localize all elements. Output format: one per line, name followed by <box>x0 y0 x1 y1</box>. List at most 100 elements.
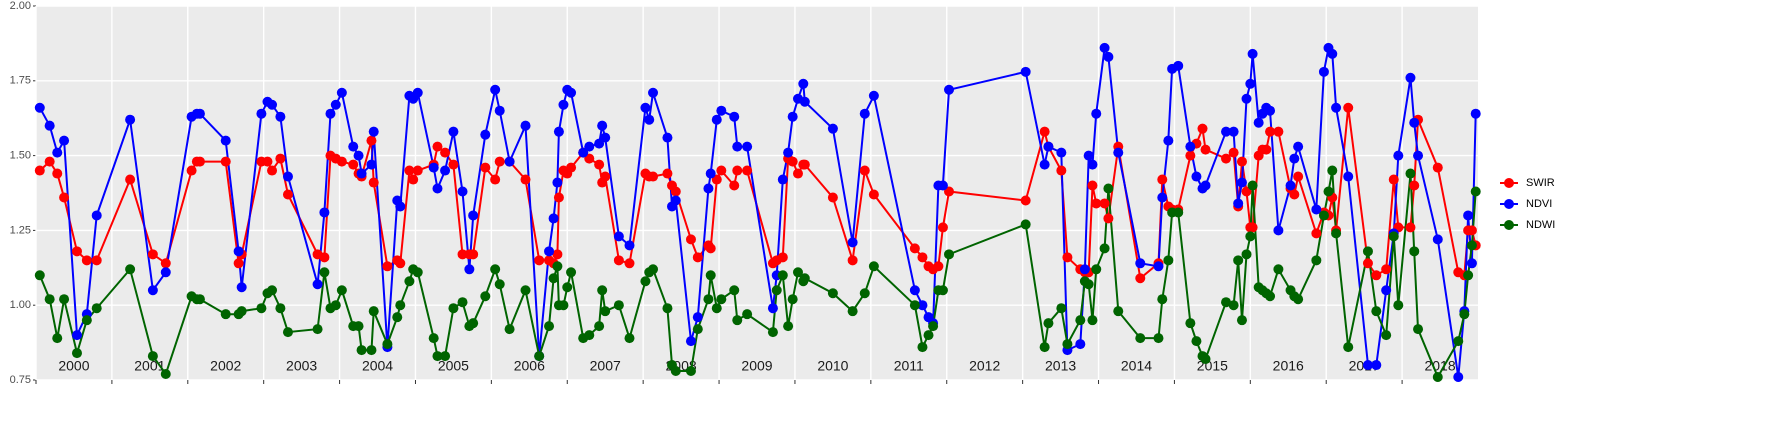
point <box>1331 228 1342 239</box>
point <box>1311 228 1322 239</box>
point <box>827 288 838 299</box>
point <box>395 300 406 311</box>
point <box>670 366 681 377</box>
point <box>1157 294 1168 305</box>
point <box>490 264 501 275</box>
point <box>640 102 651 113</box>
point <box>81 255 92 266</box>
point <box>275 303 286 314</box>
point <box>1343 342 1354 353</box>
point <box>71 348 82 359</box>
point <box>624 258 635 269</box>
point <box>1405 222 1416 233</box>
point <box>457 249 468 260</box>
point <box>928 321 939 332</box>
point <box>1056 165 1067 176</box>
point <box>729 111 740 122</box>
point <box>1371 270 1382 281</box>
x-tick-label: 2012 <box>969 358 1000 374</box>
point <box>91 255 102 266</box>
point <box>348 141 359 152</box>
point <box>648 171 659 182</box>
point <box>1099 42 1110 53</box>
legend-label: NDWI <box>1526 219 1555 231</box>
point <box>868 189 879 200</box>
point <box>1241 249 1252 260</box>
point <box>1409 117 1420 128</box>
point <box>732 141 743 152</box>
point <box>1113 147 1124 158</box>
point <box>282 327 293 338</box>
point <box>600 306 611 317</box>
point <box>716 165 727 176</box>
point <box>1236 315 1247 326</box>
point <box>81 315 92 326</box>
point <box>1371 360 1382 371</box>
point <box>662 132 673 143</box>
point <box>1327 48 1338 59</box>
point <box>282 189 293 200</box>
point <box>705 270 716 281</box>
point <box>868 261 879 272</box>
point <box>1371 306 1382 317</box>
point <box>553 192 564 203</box>
point <box>1087 315 1098 326</box>
point <box>1470 108 1481 119</box>
point <box>1221 297 1232 308</box>
point <box>624 240 635 251</box>
point <box>1020 66 1031 77</box>
point <box>662 303 673 314</box>
point <box>440 351 451 362</box>
point <box>382 261 393 272</box>
point <box>336 285 347 296</box>
point <box>1413 150 1424 161</box>
point <box>685 366 696 377</box>
point <box>395 201 406 212</box>
point <box>256 303 267 314</box>
point <box>494 156 505 167</box>
point <box>220 135 231 146</box>
point <box>1245 78 1256 89</box>
point <box>348 159 359 170</box>
point <box>1289 153 1300 164</box>
point <box>1221 126 1232 137</box>
point <box>716 105 727 116</box>
point <box>685 234 696 245</box>
point <box>1285 180 1296 191</box>
point <box>1463 210 1474 221</box>
point <box>336 87 347 98</box>
point <box>1236 156 1247 167</box>
x-tick-label: 2014 <box>1121 358 1152 374</box>
point <box>1265 291 1276 302</box>
point <box>662 168 673 179</box>
point <box>552 177 563 188</box>
point <box>59 294 70 305</box>
point <box>368 306 379 317</box>
point <box>428 333 439 344</box>
point <box>1221 153 1232 164</box>
point <box>52 168 63 179</box>
point <box>1409 246 1420 257</box>
point <box>366 135 377 146</box>
point <box>742 165 753 176</box>
point <box>480 129 491 140</box>
point <box>600 171 611 182</box>
point <box>1185 150 1196 161</box>
point <box>392 312 403 323</box>
point <box>336 156 347 167</box>
point <box>412 87 423 98</box>
point <box>1185 318 1196 329</box>
point <box>490 84 501 95</box>
point <box>859 165 870 176</box>
point <box>799 96 810 107</box>
point <box>799 273 810 284</box>
point <box>1039 159 1050 170</box>
point <box>1323 186 1334 197</box>
point <box>729 180 740 191</box>
point <box>160 258 171 269</box>
point <box>937 285 948 296</box>
point <box>194 294 205 305</box>
point <box>1311 204 1322 215</box>
point <box>1099 243 1110 254</box>
point <box>1197 123 1208 134</box>
